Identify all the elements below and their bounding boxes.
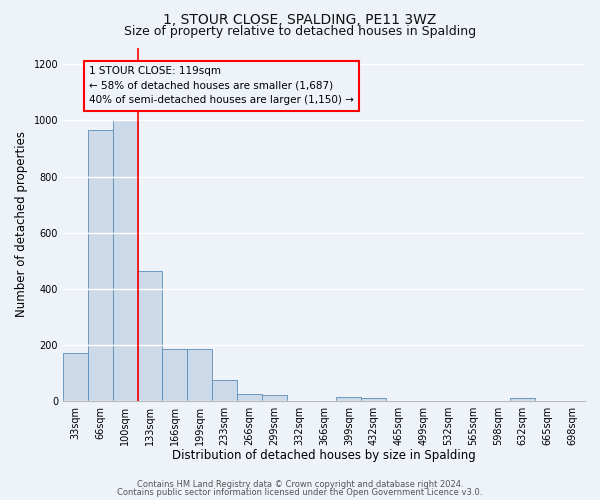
Text: 1 STOUR CLOSE: 119sqm
← 58% of detached houses are smaller (1,687)
40% of semi-d: 1 STOUR CLOSE: 119sqm ← 58% of detached … [89, 66, 354, 106]
Text: Contains public sector information licensed under the Open Government Licence v3: Contains public sector information licen… [118, 488, 482, 497]
Bar [63, 354, 88, 401]
Bar [361, 398, 386, 401]
Bar [337, 397, 361, 401]
Text: 1, STOUR CLOSE, SPALDING, PE11 3WZ: 1, STOUR CLOSE, SPALDING, PE11 3WZ [163, 12, 437, 26]
Y-axis label: Number of detached properties: Number of detached properties [15, 132, 28, 318]
Bar [212, 380, 237, 401]
Bar [262, 396, 287, 401]
Bar [163, 349, 187, 401]
Bar [187, 349, 212, 401]
Bar [88, 130, 113, 401]
X-axis label: Distribution of detached houses by size in Spalding: Distribution of detached houses by size … [172, 450, 476, 462]
Bar [511, 398, 535, 401]
Text: Contains HM Land Registry data © Crown copyright and database right 2024.: Contains HM Land Registry data © Crown c… [137, 480, 463, 489]
Bar [113, 120, 137, 401]
Bar [137, 270, 163, 401]
Bar [237, 394, 262, 401]
Text: Size of property relative to detached houses in Spalding: Size of property relative to detached ho… [124, 25, 476, 38]
